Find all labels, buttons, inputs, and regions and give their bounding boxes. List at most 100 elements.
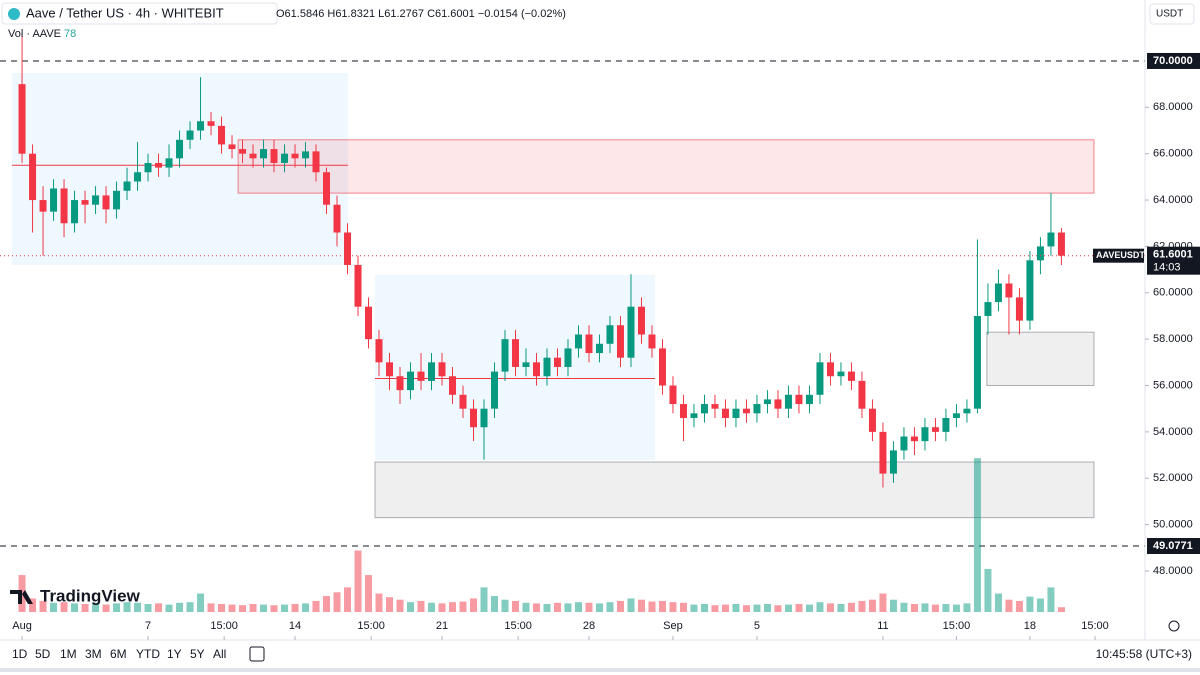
candle-body — [396, 376, 404, 391]
candle-body — [763, 399, 771, 405]
candle-body — [270, 149, 278, 163]
volume-bar — [753, 604, 761, 612]
candle-body — [428, 362, 436, 381]
volume-bar — [742, 605, 750, 612]
volume-bar — [207, 603, 215, 612]
candle-body — [658, 348, 666, 386]
x-tick-label: 15:00 — [1081, 620, 1109, 632]
candle-body — [144, 162, 152, 173]
volume-bar — [690, 604, 698, 612]
volume-bar — [921, 603, 929, 612]
symbol-badge: AAVEUSDT — [1096, 250, 1145, 260]
volume-bar — [616, 600, 624, 612]
candle-body — [627, 306, 635, 358]
candle-body — [952, 413, 960, 418]
volume-bar — [553, 602, 561, 612]
candle-body — [375, 339, 383, 363]
volume-bar — [669, 602, 677, 612]
volume-bar — [281, 604, 289, 612]
candle-body — [302, 151, 310, 159]
candle-body — [574, 334, 582, 349]
date-range-button[interactable] — [249, 646, 265, 662]
y-tick-label: 68.0000 — [1153, 101, 1193, 113]
candle-body — [490, 371, 498, 409]
candle-body — [648, 334, 656, 349]
volume-bar — [942, 604, 950, 612]
candle-body — [71, 200, 79, 224]
volume-bar — [134, 602, 142, 612]
volume-bar — [60, 602, 68, 612]
x-tick-label: 15:00 — [943, 620, 971, 632]
range-button[interactable]: 1D — [12, 647, 28, 661]
range-button[interactable]: 1Y — [167, 647, 182, 661]
range-button[interactable]: 1M — [60, 647, 77, 661]
volume-bar — [816, 602, 824, 612]
volume-bar — [847, 602, 855, 612]
candle-body — [18, 84, 26, 154]
volume-bar — [732, 604, 740, 612]
currency-menu[interactable] — [1149, 3, 1195, 25]
range-button[interactable]: YTD — [136, 647, 160, 661]
x-tick-label: Aug — [12, 620, 32, 632]
candle-body — [134, 172, 142, 182]
symbol[interactable]: Aave / Tether US · 4h · WHITEBIT — [26, 5, 224, 20]
candle-body — [354, 264, 362, 307]
volume-bar — [1015, 600, 1023, 612]
volume-bar — [165, 604, 173, 612]
volume-bar — [270, 605, 278, 612]
volume-bar — [879, 593, 887, 612]
candle-body — [994, 283, 1002, 303]
brand-logo — [10, 590, 33, 604]
volume-bar — [931, 604, 939, 612]
candle-body — [407, 371, 415, 391]
x-tick-label: 15:00 — [210, 620, 238, 632]
candle-body — [1015, 297, 1023, 321]
volume-bar — [186, 602, 194, 612]
zone — [374, 461, 1095, 519]
candle-body — [637, 306, 645, 335]
symbol-box[interactable] — [1, 2, 278, 25]
candle-body — [291, 153, 299, 159]
volume-bar — [469, 598, 477, 612]
range-button[interactable]: All — [213, 647, 226, 661]
range-button[interactable]: 3M — [85, 647, 102, 661]
last-price-badge — [1147, 246, 1200, 275]
volume-bar — [994, 593, 1002, 612]
range-button[interactable]: 6M — [110, 647, 127, 661]
volume-bar — [239, 605, 247, 612]
candle-body — [595, 343, 603, 354]
candle-body — [753, 404, 761, 414]
volume-bar — [564, 603, 572, 612]
volume-bar — [375, 593, 383, 612]
candle-body — [805, 394, 813, 405]
candle-body — [543, 357, 551, 377]
volume-bar — [102, 604, 110, 612]
badge — [1093, 248, 1144, 263]
candle-body — [690, 413, 698, 418]
candle-body — [29, 153, 37, 201]
candle-body — [553, 357, 561, 367]
x-tick-label: 15:00 — [357, 620, 385, 632]
candle-body — [417, 371, 425, 381]
volume-bar — [155, 603, 163, 612]
volume-bar — [417, 600, 425, 612]
volume-bar — [826, 603, 834, 612]
candle-body — [123, 181, 131, 191]
range-button[interactable]: 5D — [35, 647, 51, 661]
range-button[interactable]: 5Y — [190, 647, 205, 661]
candle-body — [186, 130, 194, 140]
currency[interactable]: USDT — [1156, 9, 1183, 20]
volume-bar — [711, 605, 719, 612]
candle-body — [365, 306, 373, 340]
settings[interactable] — [1168, 620, 1180, 632]
volume-bar — [407, 602, 415, 612]
candle-body — [795, 394, 803, 405]
x-tick-label: 21 — [436, 620, 448, 632]
volume-bar — [396, 599, 404, 612]
candle-body — [711, 404, 719, 409]
volume-bar — [963, 603, 971, 612]
volume-bar — [228, 604, 236, 612]
x-tick-label: Sep — [663, 620, 683, 632]
level-badge — [1147, 537, 1200, 554]
